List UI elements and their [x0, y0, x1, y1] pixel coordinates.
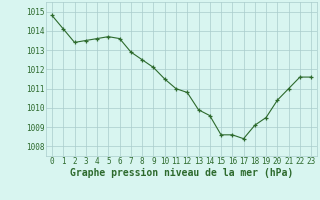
- X-axis label: Graphe pression niveau de la mer (hPa): Graphe pression niveau de la mer (hPa): [70, 168, 293, 178]
